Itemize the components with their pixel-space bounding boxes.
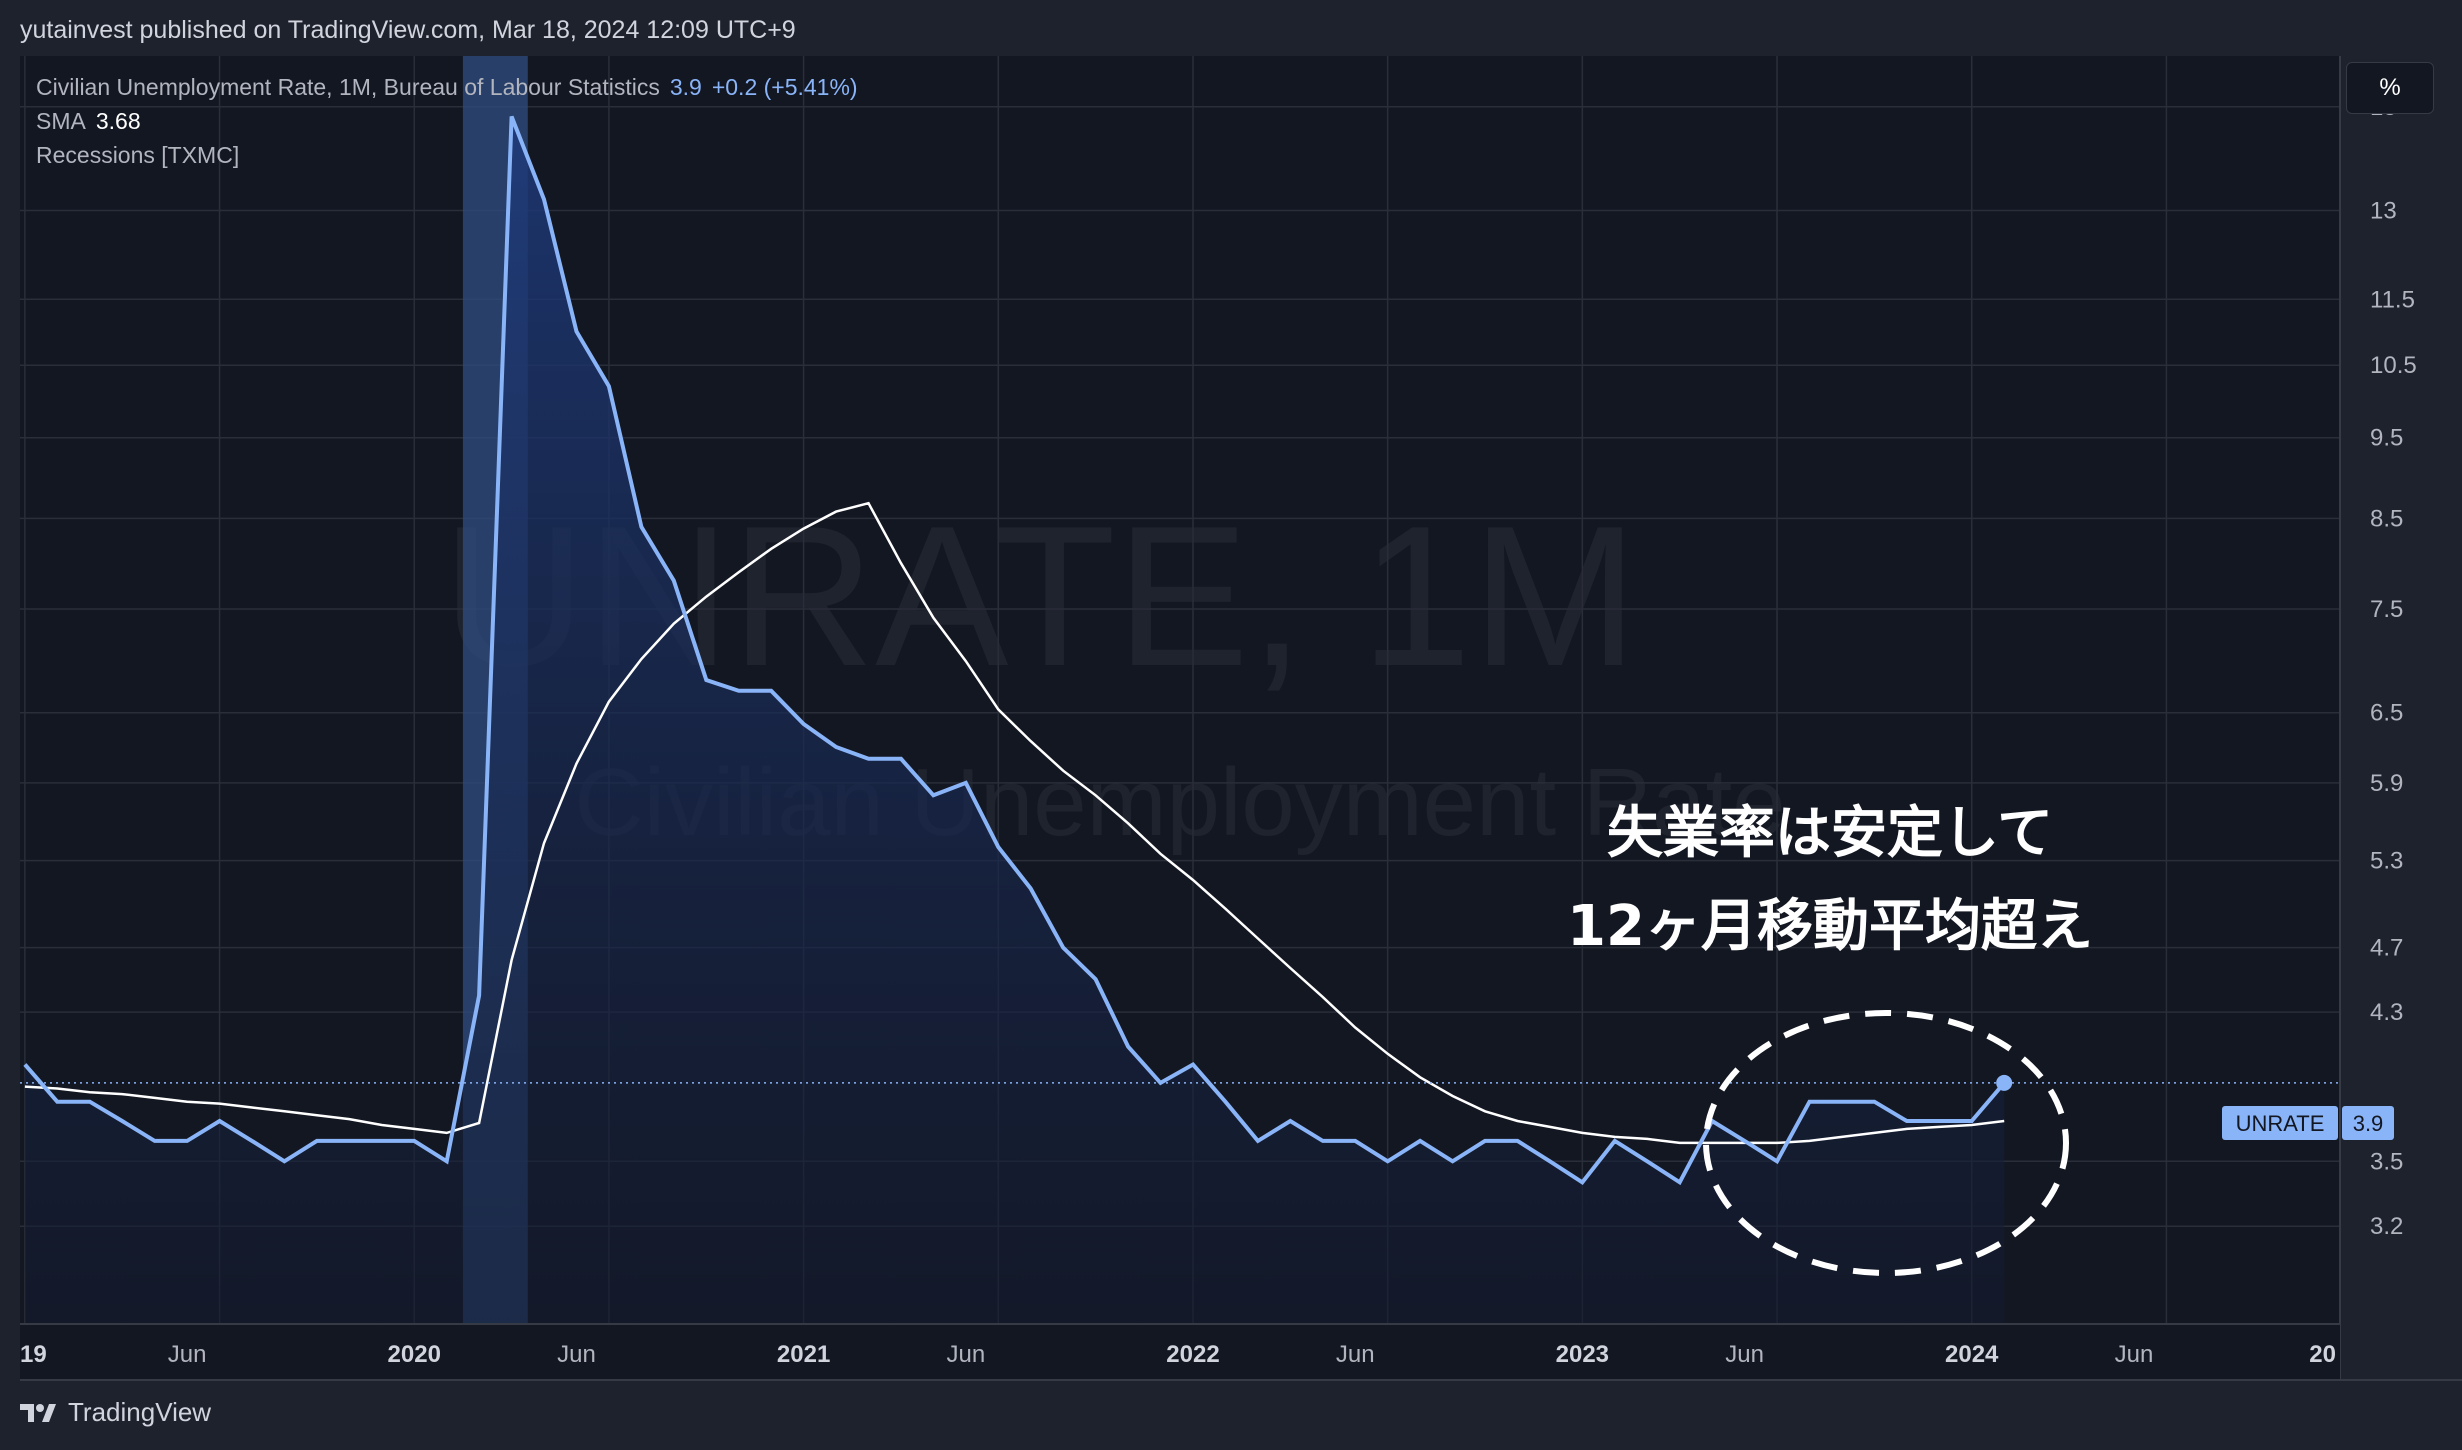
price-tick-label: 7.5: [2370, 596, 2403, 623]
unit-button[interactable]: %: [2346, 62, 2434, 114]
highlight-circle: [1703, 1010, 2069, 1276]
price-tick-label: 6.5: [2370, 700, 2403, 727]
legend-recessions-label: Recessions [TXMC]: [36, 142, 240, 168]
header-bar: yutainvest published on TradingView.com,…: [0, 0, 2462, 58]
unrate-area-fill: [24, 116, 2005, 1324]
price-tick-label: 5.9: [2370, 770, 2403, 797]
time-axis-ticks: 19 Jun 2020 Jun 2021 Jun 2022 Jun 2023 Jun 2024 Jun…: [20, 1341, 2336, 1368]
time-tick-label: Jun: [2115, 1341, 2154, 1368]
price-tick-label: 3.5: [2370, 1148, 2403, 1175]
legend: Civilian Unemployment Rate, 1M, Bureau o…: [36, 70, 858, 172]
price-tick-label: 11.5: [2370, 286, 2415, 313]
legend-row-recessions[interactable]: Recessions [TXMC]: [36, 138, 858, 172]
price-tick-label: 8.5: [2370, 505, 2403, 532]
time-tick-label: 20: [2309, 1341, 2336, 1368]
time-tick-label: 2023: [1556, 1341, 1609, 1368]
annotation-line-2: 12ヶ月移動平均超え: [1567, 894, 2093, 959]
legend-change: +0.2 (+5.41%): [711, 74, 858, 100]
time-tick-label: Jun: [1725, 1341, 1764, 1368]
brand[interactable]: TradingView: [18, 1397, 211, 1428]
sma-line[interactable]: [24, 501, 2005, 1145]
price-tick-label: 4.7: [2370, 935, 2403, 962]
time-axis-panel: [20, 1324, 2340, 1380]
price-tick-label: 3.2: [2370, 1213, 2403, 1240]
last-label-value: 3.9: [2353, 1111, 2384, 1136]
legend-sma-value: 3.68: [95, 108, 141, 134]
footer-bar: [0, 1382, 2462, 1450]
time-tick-label: Jun: [557, 1341, 596, 1368]
annotation-line-1: 失業率は安定して: [1607, 801, 2053, 866]
grid-horizontal: [20, 106, 2340, 1227]
annotation-text: 失業率は安定して 12ヶ月移動平均超え: [1567, 801, 2093, 959]
time-tick-label: 2024: [1945, 1341, 1999, 1368]
tradingview-logo-icon: [20, 1403, 56, 1422]
price-tick-label: 4.3: [2370, 999, 2403, 1026]
price-tick-label: 10.5: [2370, 352, 2417, 379]
price-tick-label: 13: [2370, 197, 2397, 224]
price-tick-label: 9.5: [2370, 425, 2403, 452]
unrate-line[interactable]: [23, 115, 2006, 1186]
publish-line: yutainvest published on TradingView.com,…: [20, 16, 796, 44]
time-tick-label: 2021: [777, 1341, 830, 1368]
last-label-symbol: UNRATE: [2236, 1111, 2325, 1136]
time-tick-label: Jun: [1336, 1341, 1375, 1368]
last-value-dot[interactable]: [1996, 1074, 2013, 1091]
last-value-label: UNRATE 3.9: [2222, 1106, 2394, 1140]
time-tick-label: 2020: [388, 1341, 441, 1368]
time-tick-label: Jun: [946, 1341, 985, 1368]
legend-row-sma[interactable]: SMA 3.68: [36, 104, 858, 138]
time-tick-label: Jun: [168, 1341, 207, 1368]
time-tick-label: 2022: [1166, 1341, 1219, 1368]
brand-name: TradingView: [68, 1397, 212, 1427]
legend-last-value: 3.9: [669, 74, 702, 100]
legend-series-title: Civilian Unemployment Rate, 1M, Bureau o…: [36, 74, 660, 100]
time-tick-label: 19: [20, 1341, 47, 1368]
legend-row-main[interactable]: Civilian Unemployment Rate, 1M, Bureau o…: [36, 70, 858, 104]
legend-sma-label: SMA: [36, 108, 86, 134]
price-tick-label: 5.3: [2370, 848, 2403, 875]
